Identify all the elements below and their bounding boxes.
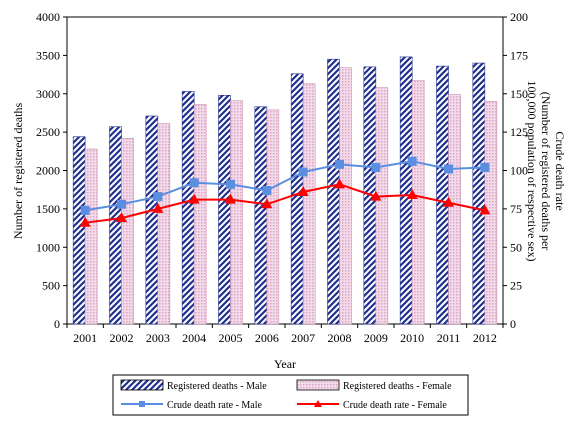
axes-layer: 0 500 1000 1500 2000 2500 3000 3500 4000 0 25 50 75 1… <box>36 10 528 345</box>
bar-female-2006 <box>266 109 280 325</box>
point-female-2006 <box>261 198 273 209</box>
point-male-2003 <box>153 192 163 202</box>
x-axis-title: Year <box>274 357 296 371</box>
y2-tick-label-100: 100 <box>510 164 528 178</box>
point-male-2001 <box>80 205 90 215</box>
y-tick-label-2000: 2000 <box>36 164 60 178</box>
point-male-2006 <box>262 185 272 195</box>
point-female-2007 <box>297 185 309 196</box>
point-female-2001 <box>79 216 91 227</box>
bar-male-2006 <box>254 106 268 325</box>
y2-tick-label-50: 50 <box>510 240 522 254</box>
y-axis-title: Number of registered deaths <box>11 103 25 240</box>
bar-male-2007 <box>290 73 304 325</box>
x-tick-label-2006: 2006 <box>255 331 279 345</box>
bar-female-2001 <box>84 148 98 325</box>
point-male-2007 <box>298 167 308 177</box>
y2-tick-label-150: 150 <box>510 87 528 101</box>
bar-female-2010 <box>411 80 425 325</box>
x-tick-label-2007: 2007 <box>291 331 315 345</box>
bar-female-2011 <box>448 94 461 325</box>
y2-axis-title-line1: Crude death rate <box>553 131 567 210</box>
point-female-2012 <box>479 204 491 215</box>
x-tick-label-2009: 2009 <box>364 331 388 345</box>
legend-frame <box>112 374 469 416</box>
point-female-2010 <box>406 189 418 200</box>
x-tick-label-2003: 2003 <box>146 331 170 345</box>
y-tick-label-3000: 3000 <box>36 87 60 101</box>
bar-male-2005 <box>218 94 231 325</box>
bar-female-2003 <box>157 123 171 325</box>
bar-female-2009 <box>375 87 389 325</box>
bar-male-2003 <box>145 115 159 325</box>
x-tick-label-2012: 2012 <box>473 331 497 345</box>
bar-female-2008 <box>339 67 352 325</box>
y2-axis-title-line2: (Number of registered deaths per <box>539 92 553 251</box>
point-male-2002 <box>117 199 126 209</box>
line-male-rate <box>85 160 485 212</box>
y2-tick-label-75: 75 <box>510 202 522 216</box>
legend-marker-male-line <box>139 401 145 407</box>
point-male-2008 <box>335 159 344 169</box>
point-male-2005 <box>226 179 235 189</box>
bar-female-2005 <box>230 100 243 325</box>
point-female-2003 <box>152 202 164 213</box>
y2-tick-label-125: 125 <box>510 125 528 139</box>
point-female-2011 <box>443 196 454 207</box>
bar-male-2010 <box>399 56 413 325</box>
bar-male-2008 <box>327 58 340 325</box>
point-female-2002 <box>116 212 127 223</box>
x-tick-label-2004: 2004 <box>182 331 206 345</box>
x-tick-label-2001: 2001 <box>73 331 97 345</box>
lines-layer <box>79 156 491 227</box>
point-female-2009 <box>370 190 382 201</box>
legend-label-female-line: Crude death rate - Female <box>343 400 447 411</box>
bar-female-2004 <box>193 104 207 325</box>
legend-swatch-male-bar <box>120 379 164 391</box>
legend-label-male-line: Crude death rate - Male <box>167 400 263 411</box>
legend-swatch-female-bar <box>296 379 340 391</box>
bars-layer <box>72 56 498 325</box>
bar-female-2007 <box>302 83 316 325</box>
y2-tick-label-200: 200 <box>510 10 528 24</box>
legend-marker-female-line <box>314 400 322 407</box>
y-tick-label-4000: 4000 <box>36 10 60 24</box>
x-tick-label-2011: 2011 <box>437 331 461 345</box>
bar-male-2011 <box>436 65 449 325</box>
line-female-rate <box>85 183 486 224</box>
y2-axis-title-line3: 100,000 population of respective sex) <box>525 81 539 262</box>
y-tick-label-3500: 3500 <box>36 48 60 62</box>
point-female-2008 <box>334 178 345 189</box>
y-tick-label-1000: 1000 <box>36 240 60 254</box>
point-male-2012 <box>480 162 490 172</box>
point-male-2009 <box>371 162 381 172</box>
bar-male-2002 <box>109 126 122 325</box>
legend: Registered deaths - Male Registered deat… <box>112 374 469 416</box>
x-tick-label-2008: 2008 <box>328 331 352 345</box>
y-tick-label-0: 0 <box>54 317 60 331</box>
x-tick-label-2002: 2002 <box>110 331 134 345</box>
point-male-2011 <box>444 164 453 174</box>
point-female-2005 <box>225 193 236 204</box>
y2-tick-label-175: 175 <box>510 48 528 62</box>
bar-female-2002 <box>121 137 134 325</box>
x-tick-label-2005: 2005 <box>219 331 243 345</box>
legend-label-male-bar: Registered deaths - Male <box>167 381 267 392</box>
point-female-2004 <box>188 193 200 204</box>
bar-male-2012 <box>472 62 486 325</box>
y-tick-label-1500: 1500 <box>36 202 60 216</box>
legend-label-female-bar: Registered deaths - Female <box>343 381 452 392</box>
y-tick-label-500: 500 <box>42 279 60 293</box>
x-tick-label-2010: 2010 <box>400 331 424 345</box>
bar-male-2004 <box>181 91 195 325</box>
point-male-2004 <box>189 178 199 188</box>
y2-tick-label-25: 25 <box>510 279 522 293</box>
y2-tick-label-0: 0 <box>510 317 516 331</box>
point-male-2010 <box>407 156 417 166</box>
y-tick-label-2500: 2500 <box>36 125 60 139</box>
bar-male-2001 <box>72 136 86 325</box>
